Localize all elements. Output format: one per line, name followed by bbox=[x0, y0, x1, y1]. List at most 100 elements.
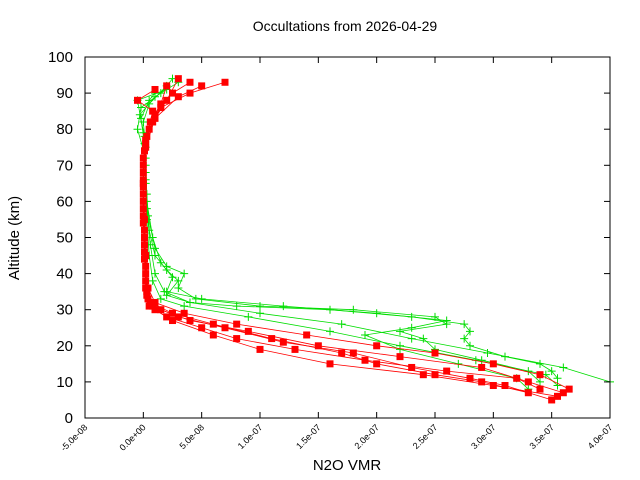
data-point bbox=[134, 96, 141, 104]
data-point bbox=[143, 288, 151, 296]
y-tick-label: 70 bbox=[56, 157, 73, 174]
data-point bbox=[163, 313, 171, 321]
data-point bbox=[191, 294, 200, 303]
y-tick-label: 60 bbox=[56, 193, 73, 210]
y-tick-label: 50 bbox=[56, 230, 73, 247]
data-point bbox=[419, 371, 427, 379]
data-point bbox=[186, 298, 194, 307]
data-point bbox=[478, 378, 486, 386]
data-point bbox=[209, 320, 217, 328]
data-point bbox=[157, 100, 165, 108]
data-point bbox=[478, 363, 486, 371]
data-point bbox=[338, 349, 346, 357]
data-point bbox=[142, 136, 150, 144]
data-point bbox=[141, 241, 148, 249]
plot-area bbox=[133, 74, 614, 404]
data-point bbox=[145, 96, 154, 105]
data-point bbox=[396, 345, 404, 354]
data-point bbox=[142, 277, 150, 285]
data-point bbox=[548, 396, 556, 404]
data-point bbox=[148, 276, 157, 285]
data-point bbox=[565, 385, 573, 393]
data-point bbox=[180, 302, 189, 311]
data-point bbox=[337, 320, 346, 329]
data-point bbox=[483, 349, 492, 358]
data-point bbox=[279, 302, 288, 311]
data-point bbox=[349, 305, 358, 314]
series-1 bbox=[134, 75, 573, 404]
data-point bbox=[163, 96, 171, 104]
data-point bbox=[233, 320, 241, 328]
data-point bbox=[396, 327, 404, 336]
data-point bbox=[149, 107, 157, 115]
data-point bbox=[168, 273, 177, 282]
data-point bbox=[233, 335, 241, 343]
data-point bbox=[163, 82, 171, 90]
data-point bbox=[169, 89, 176, 97]
data-point bbox=[396, 353, 404, 361]
data-point bbox=[180, 309, 188, 317]
data-point bbox=[256, 309, 264, 318]
data-point bbox=[149, 302, 157, 310]
data-point bbox=[326, 327, 334, 336]
y-tick-label: 20 bbox=[56, 338, 73, 355]
data-point bbox=[373, 360, 381, 368]
data-point bbox=[407, 323, 416, 332]
data-point bbox=[169, 309, 176, 317]
data-point bbox=[524, 389, 532, 397]
data-point bbox=[279, 338, 287, 346]
data-point bbox=[137, 114, 145, 123]
data-point bbox=[256, 302, 264, 311]
data-point bbox=[169, 317, 176, 325]
chart-title: Occultations from 2026-04-29 bbox=[253, 18, 438, 34]
data-point bbox=[186, 317, 194, 325]
y-tick-label: 100 bbox=[48, 49, 73, 66]
data-point bbox=[547, 367, 556, 376]
data-point bbox=[142, 252, 150, 260]
y-tick-label: 0 bbox=[65, 410, 73, 427]
data-point bbox=[151, 298, 159, 306]
data-point bbox=[174, 284, 183, 293]
data-point bbox=[513, 374, 521, 382]
data-point bbox=[536, 385, 544, 393]
data-point bbox=[162, 287, 171, 296]
data-point bbox=[141, 215, 148, 223]
data-point bbox=[180, 269, 189, 278]
data-point bbox=[419, 334, 428, 343]
data-point bbox=[198, 324, 206, 332]
data-point bbox=[431, 312, 439, 321]
data-point bbox=[244, 312, 253, 321]
y-tick-label: 30 bbox=[56, 302, 73, 319]
data-point bbox=[268, 335, 276, 343]
data-point bbox=[372, 309, 381, 318]
data-point bbox=[442, 320, 451, 329]
data-point bbox=[559, 363, 568, 372]
data-point bbox=[151, 251, 159, 260]
data-point bbox=[142, 262, 150, 270]
data-point bbox=[141, 255, 148, 263]
data-point bbox=[501, 352, 509, 361]
y-tick-label: 90 bbox=[56, 85, 73, 102]
data-point bbox=[361, 330, 369, 339]
data-point bbox=[151, 114, 159, 122]
data-point bbox=[431, 371, 439, 379]
data-point bbox=[209, 331, 217, 339]
data-point bbox=[162, 262, 171, 271]
data-point bbox=[256, 345, 264, 353]
y-axis-label: Altitude (km) bbox=[6, 196, 23, 280]
data-point bbox=[443, 367, 451, 375]
data-point bbox=[146, 298, 154, 306]
data-point bbox=[139, 169, 147, 177]
data-point bbox=[431, 349, 439, 357]
data-point bbox=[466, 327, 474, 336]
data-point bbox=[553, 381, 562, 390]
data-point bbox=[221, 324, 229, 332]
data-point bbox=[303, 331, 311, 339]
data-point bbox=[489, 360, 497, 368]
data-point bbox=[157, 104, 165, 112]
data-point bbox=[133, 125, 142, 134]
data-point bbox=[536, 371, 544, 379]
data-point bbox=[244, 327, 252, 335]
x-axis-label: N2O VMR bbox=[313, 457, 382, 474]
data-point bbox=[314, 342, 322, 350]
